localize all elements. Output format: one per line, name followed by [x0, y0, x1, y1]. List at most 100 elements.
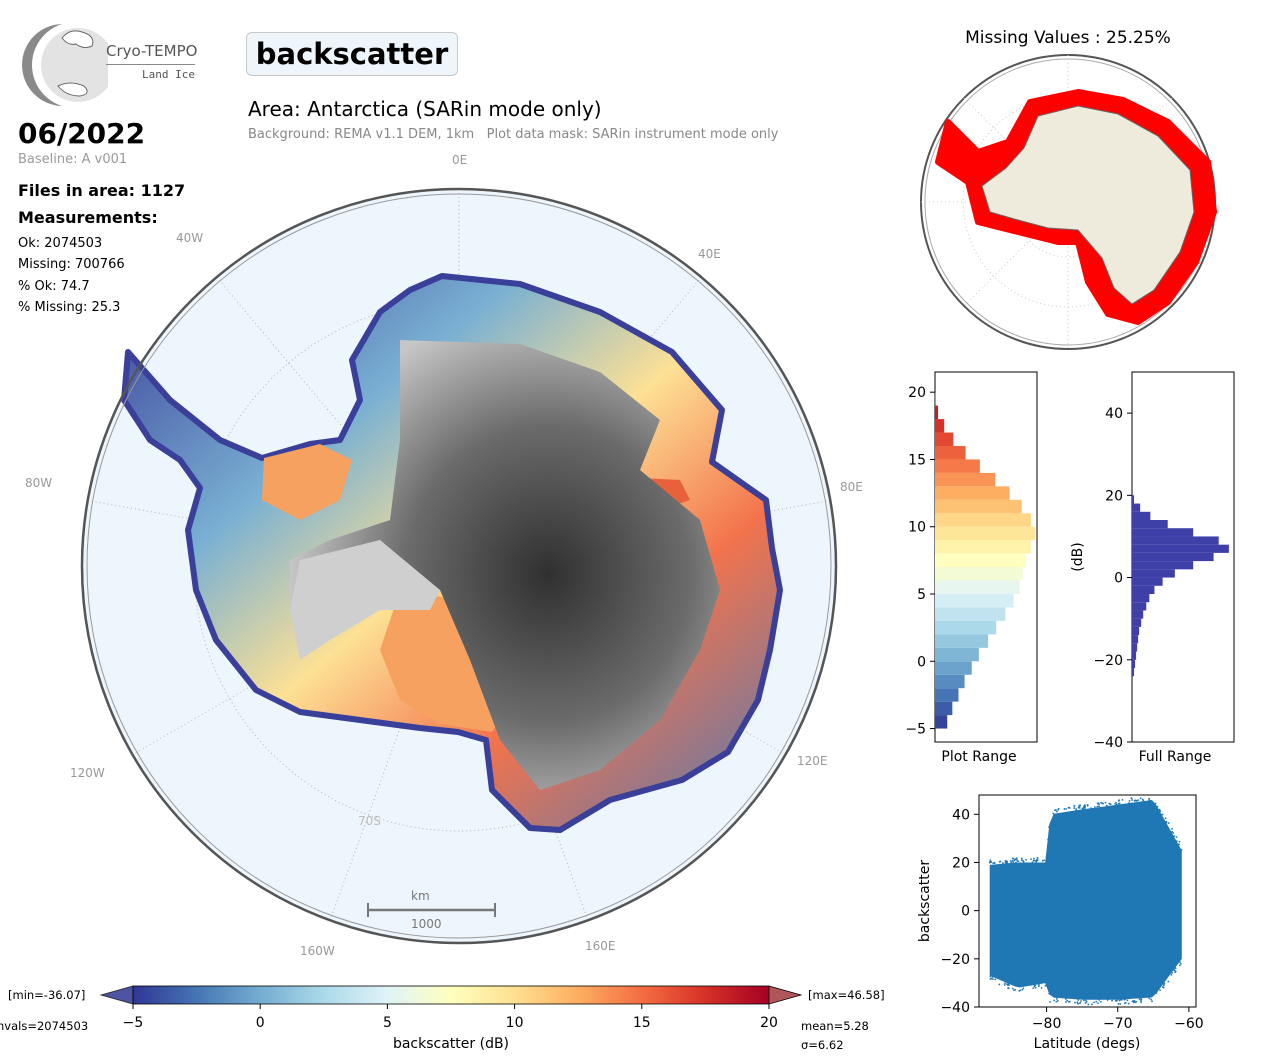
- colorbar-max-note: [max=46.58]: [808, 988, 885, 1002]
- scatter-point: [989, 978, 992, 980]
- baseline-label: Baseline: A v001: [18, 152, 128, 167]
- scatter-point: [1064, 1001, 1067, 1003]
- scatter-point: [1158, 808, 1161, 811]
- histogram-bar: [935, 594, 1014, 608]
- meridian-line: [214, 274, 460, 567]
- background-note: Background: REMA v1.1 DEM, 1km Plot data…: [248, 127, 779, 142]
- scatter-point: [1033, 985, 1036, 988]
- scatter-point: [1085, 999, 1087, 1002]
- stat-pct-missing: % Missing: 25.3: [18, 300, 121, 315]
- scatter-point-cloud: [989, 800, 1182, 1000]
- histogram-bar: [935, 540, 1031, 554]
- scatter-point: [1055, 1000, 1058, 1003]
- scatter-point: [1085, 1000, 1088, 1003]
- scatter-point: [1034, 986, 1037, 989]
- scatter-point: [1063, 808, 1066, 810]
- colorbar-tick-label: 20: [760, 1015, 778, 1031]
- scatter-point: [1121, 798, 1124, 801]
- colorbar-tick-label: 15: [633, 1015, 651, 1031]
- scatter-point: [1161, 813, 1164, 816]
- scatter-point: [1082, 999, 1085, 1002]
- scatter-point: [991, 978, 994, 981]
- scatter-point: [1021, 859, 1024, 862]
- scatter-point: [1173, 969, 1176, 972]
- scatter-point: [1066, 999, 1069, 1002]
- scatter-point: [1171, 830, 1174, 833]
- scatter-point: [1128, 802, 1130, 804]
- scatter-point: [1084, 805, 1087, 808]
- missing-values-title: Missing Values : 25.25%: [965, 28, 1171, 48]
- histogram-bar: [935, 715, 948, 729]
- scatter-point: [1127, 1002, 1130, 1005]
- colorbar-min-note: [min=-36.07]: [8, 988, 85, 1002]
- date-label: 06/2022: [18, 117, 146, 150]
- scatter-point: [993, 862, 996, 865]
- weddell-ice-shelf: [262, 444, 352, 520]
- scatter-point: [1013, 859, 1016, 862]
- histogram-bar: [935, 405, 939, 420]
- histogram-bar: [1132, 528, 1194, 537]
- scatter-point: [1156, 805, 1159, 808]
- scatter-point: [1175, 836, 1178, 838]
- x-tick-label: −80: [1032, 1016, 1062, 1032]
- scatter-point: [1130, 797, 1133, 800]
- scatter-point: [1052, 812, 1055, 815]
- scatter-point: [1100, 801, 1102, 804]
- scatter-point: [1035, 860, 1038, 863]
- scatter-point: [1084, 807, 1086, 809]
- colorbar-gradient: [132, 985, 770, 1005]
- histogram-bar: [1132, 520, 1168, 529]
- scatter-point: [1179, 961, 1181, 963]
- scatter-point: [1148, 797, 1151, 800]
- scatter-point: [1178, 840, 1181, 843]
- scatter-point: [1098, 998, 1101, 1001]
- logo-name: Cryo-TEMPO: [106, 42, 198, 60]
- y-tick-label: 20: [908, 385, 926, 401]
- scatter-point: [1120, 998, 1123, 1001]
- logo-subtitle: Land Ice: [142, 68, 195, 81]
- histogram-bar: [935, 419, 945, 433]
- missing-values-map: [920, 54, 1217, 350]
- scatter-point: [1093, 1001, 1095, 1004]
- scatter-point: [1131, 1000, 1134, 1003]
- histogram-bar: [1132, 569, 1175, 578]
- scatter-point: [1053, 999, 1056, 1002]
- plot-range-histogram: −5 0 5 10 15 20 Plot Range: [905, 371, 1038, 765]
- scatter-point: [1019, 989, 1022, 992]
- lat-label: 70S: [358, 814, 381, 828]
- backscatter-colorbar: −5 0 5 10 15 20 backscatter (dB) [min=-36.07]…: [0, 985, 885, 1052]
- scatter-point: [1040, 986, 1043, 989]
- scatter-point: [1056, 998, 1058, 1000]
- scatter-point: [1047, 838, 1049, 841]
- scatter-point: [1097, 802, 1100, 805]
- histogram-bar: [1132, 495, 1135, 504]
- scatter-point: [1078, 807, 1081, 809]
- histogram-bar: [935, 553, 1026, 568]
- scatter-xlabel: Latitude (degs): [1034, 1036, 1141, 1052]
- y-tick-label: −20: [1093, 653, 1123, 669]
- scatter-point: [1015, 858, 1018, 861]
- scatter-point: [1096, 805, 1099, 808]
- y-tick-label: −20: [940, 952, 970, 968]
- scatter-point: [1134, 799, 1136, 802]
- histogram-bar: [935, 701, 953, 716]
- scatter-point: [1073, 807, 1076, 809]
- histogram-bar: [1132, 643, 1138, 652]
- histogram-bar: [1132, 552, 1214, 562]
- lon-label: 0E: [452, 153, 467, 167]
- scatter-point: [1179, 962, 1182, 965]
- scatter-point: [1093, 806, 1096, 808]
- scatter-point: [1133, 1001, 1135, 1004]
- files-in-area: Files in area: 1127: [18, 181, 186, 200]
- x-tick-label: −70: [1103, 1016, 1133, 1032]
- main-map: 0E 40E 80E 120E 160E 160W 120W 80W 40W 7…: [25, 153, 863, 958]
- scatter-point: [1009, 860, 1012, 862]
- scatter-point: [1172, 832, 1175, 834]
- scatter-point: [1020, 857, 1023, 860]
- scatter-point: [1021, 988, 1024, 991]
- scatter-point: [1031, 861, 1034, 864]
- scatter-point: [1038, 983, 1040, 986]
- scatter-point: [1084, 1002, 1087, 1004]
- y-tick-label: 0: [961, 904, 970, 920]
- meridian-line: [129, 565, 460, 757]
